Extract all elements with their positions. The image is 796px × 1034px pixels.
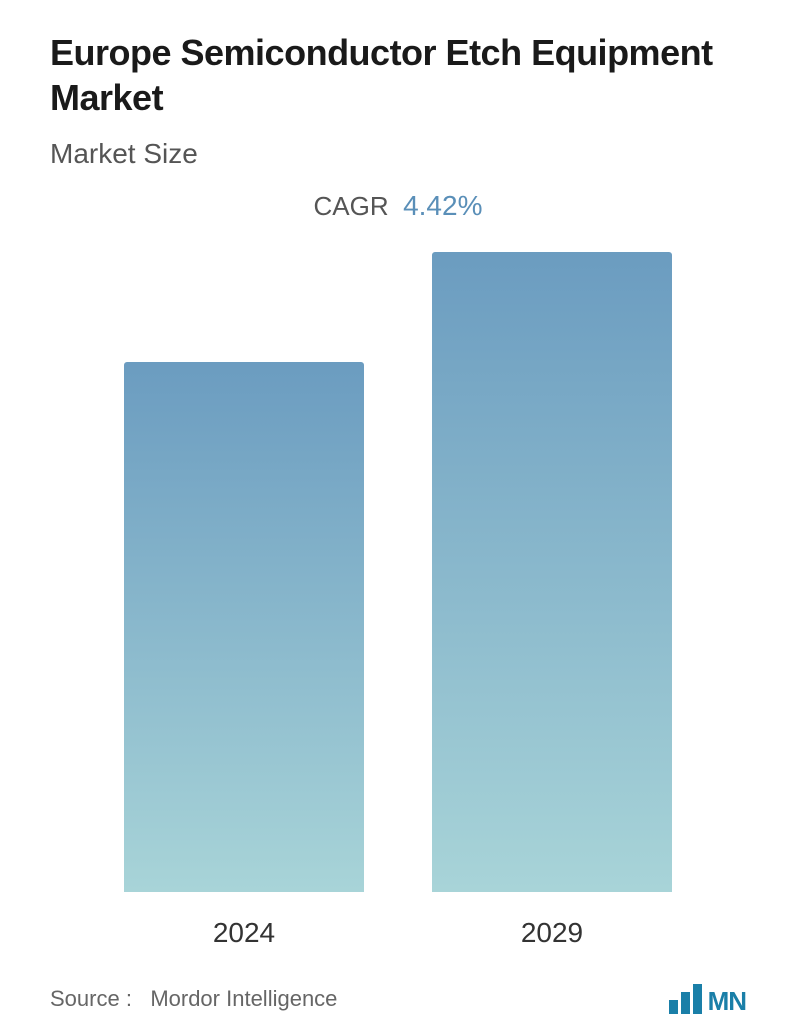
x-axis-labels: 2024 2029 xyxy=(50,902,746,949)
logo-bar xyxy=(669,1000,678,1014)
bar-wrapper-0 xyxy=(124,362,364,892)
bar-wrapper-1 xyxy=(432,252,672,892)
chart-container: Europe Semiconductor Etch Equipment Mark… xyxy=(0,0,796,1034)
chart-footer: Source : Mordor Intelligence MN xyxy=(50,984,746,1024)
cagr-row: CAGR 4.42% xyxy=(50,190,746,222)
logo-bars-icon xyxy=(669,984,702,1014)
source-value: Mordor Intelligence xyxy=(150,986,337,1011)
mn-logo: MN xyxy=(669,984,746,1014)
chart-plot-area xyxy=(50,252,746,892)
logo-text: MN xyxy=(708,988,746,1014)
cagr-label: CAGR xyxy=(314,191,389,221)
logo-bar xyxy=(693,984,702,1014)
x-label-1: 2029 xyxy=(432,917,672,949)
bar-2029 xyxy=(432,252,672,892)
bar-2024 xyxy=(124,362,364,892)
source-label: Source : xyxy=(50,986,132,1011)
source-text: Source : Mordor Intelligence xyxy=(50,986,337,1012)
cagr-value: 4.42% xyxy=(403,190,482,221)
chart-title: Europe Semiconductor Etch Equipment Mark… xyxy=(50,30,746,120)
chart-subtitle: Market Size xyxy=(50,138,746,170)
logo-bar xyxy=(681,992,690,1014)
x-label-0: 2024 xyxy=(124,917,364,949)
